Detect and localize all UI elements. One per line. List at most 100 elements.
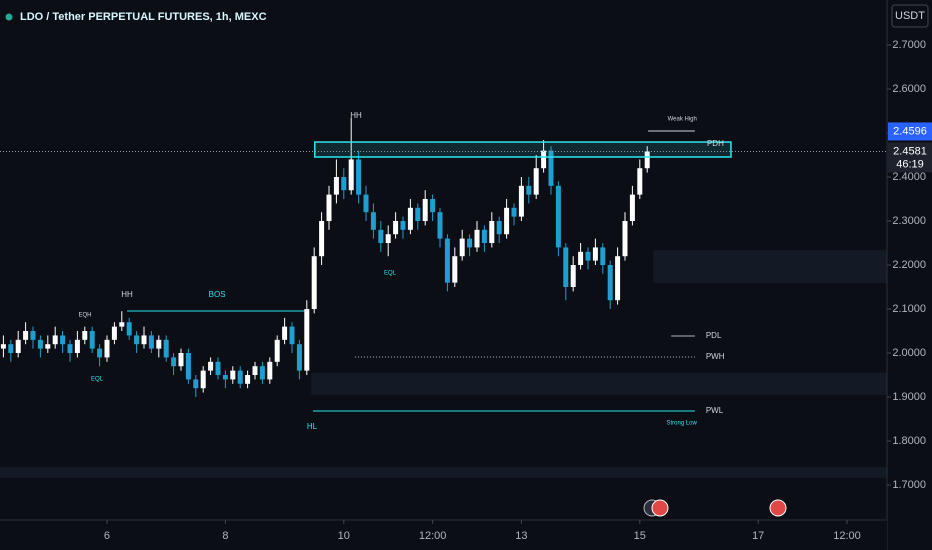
candle-body xyxy=(252,366,258,376)
candle-body xyxy=(245,375,251,384)
candle-body xyxy=(622,221,628,257)
candle-body xyxy=(615,256,621,301)
alert-price-tag xyxy=(888,122,932,141)
candle-body xyxy=(200,370,206,389)
candle-body xyxy=(341,177,347,191)
currency-button[interactable] xyxy=(891,4,929,28)
candle-body xyxy=(452,256,458,283)
candle-body xyxy=(89,331,95,349)
time-axis xyxy=(0,520,887,550)
candle-body xyxy=(237,370,243,384)
x-tick-label: 6 xyxy=(104,530,110,542)
supply-zone xyxy=(314,141,732,158)
y-tick-label: 1.9000 xyxy=(892,391,926,403)
point-label: HH xyxy=(350,111,362,120)
candle-body xyxy=(326,194,332,222)
event-icon-flag[interactable] xyxy=(769,499,787,517)
candle-body xyxy=(348,159,354,191)
y-tick-label: 2.6000 xyxy=(892,83,926,95)
candle-body xyxy=(274,339,280,362)
level-label: PWL xyxy=(706,406,724,415)
shaded-zone xyxy=(653,250,887,284)
level-label: PWH xyxy=(706,352,725,361)
candle-body xyxy=(52,335,58,345)
candle-body xyxy=(97,348,103,358)
point-label: EQL xyxy=(91,377,104,383)
candle-body xyxy=(171,357,177,367)
candle-body xyxy=(459,238,465,257)
level-label: PDL xyxy=(706,331,722,340)
candle-body xyxy=(511,207,517,217)
x-tick-label: 10 xyxy=(338,530,350,542)
candle-body xyxy=(311,256,317,310)
event-icon[interactable] xyxy=(643,499,669,517)
currency-label: USDT xyxy=(895,10,925,22)
candle-body xyxy=(356,159,362,195)
chart-title: LDO / Tether PERPETUAL FUTURES, 1h, MEXC xyxy=(20,11,267,23)
candle-body xyxy=(156,339,162,349)
point-label: HH xyxy=(121,290,133,299)
candle-body xyxy=(0,344,6,349)
x-tick-label: 12:00 xyxy=(833,530,861,542)
candle-body xyxy=(208,361,214,371)
candle-body xyxy=(518,185,524,217)
candle-body xyxy=(548,150,554,186)
candle-body xyxy=(30,331,36,340)
candle-body xyxy=(585,251,591,261)
countdown-label: 46:19 xyxy=(896,158,924,170)
y-tick-label: 2.3000 xyxy=(892,215,926,227)
candle-body xyxy=(570,265,576,288)
alert-price-label: 2.4596 xyxy=(893,125,927,137)
candle-body xyxy=(141,335,147,345)
candle-body xyxy=(45,344,51,349)
candle-body xyxy=(222,375,228,380)
candle-body xyxy=(430,199,436,213)
candle-body xyxy=(215,361,221,376)
candle-body xyxy=(563,247,569,288)
point-label: HL xyxy=(307,422,318,431)
candle-body xyxy=(578,251,584,266)
candle-body xyxy=(267,361,273,380)
x-tick-label: 12:00 xyxy=(419,530,447,542)
candle-body xyxy=(126,322,132,336)
candle-body xyxy=(8,344,14,354)
candle-body xyxy=(230,370,236,380)
candle-body xyxy=(134,335,140,345)
candle-body xyxy=(282,326,288,340)
level-note: Strong Low xyxy=(666,421,697,427)
candle-body xyxy=(296,344,302,371)
candle-body xyxy=(526,185,532,195)
point-label: EQL xyxy=(384,271,397,277)
candle-body xyxy=(60,335,66,345)
event-icon-flag xyxy=(651,499,669,517)
y-tick-label: 1.7000 xyxy=(892,479,926,491)
candle-body xyxy=(637,168,643,195)
candle-body xyxy=(415,207,421,222)
x-tick-label: 8 xyxy=(222,530,228,542)
x-tick-label: 13 xyxy=(515,530,527,542)
plot-area: BOS PWH PDL PWL Strong Low Weak High PDH HH HH EQ… xyxy=(0,111,887,478)
y-tick-label: 2.4000 xyxy=(892,171,926,183)
candle-body xyxy=(496,221,502,235)
candle-body xyxy=(422,199,428,222)
candle-body xyxy=(607,265,613,301)
candle-body xyxy=(533,168,539,195)
y-tick-label: 2.1000 xyxy=(892,303,926,315)
candle-body xyxy=(289,326,295,345)
candle-body xyxy=(74,339,80,354)
candle-body xyxy=(333,177,339,195)
candle-body xyxy=(600,247,606,266)
supply-zone-label: PDH xyxy=(707,139,724,148)
candle-body xyxy=(437,212,443,239)
candle-body xyxy=(259,366,265,380)
candle-body xyxy=(444,238,450,283)
candle-body xyxy=(185,353,191,380)
candle-body xyxy=(400,221,406,230)
shaded-zone xyxy=(0,466,887,478)
y-tick-label: 1.8000 xyxy=(892,435,926,447)
candle-body xyxy=(481,229,487,244)
y-tick-label: 2.7000 xyxy=(892,39,926,51)
candle-body xyxy=(82,331,88,340)
candle-body xyxy=(119,322,125,327)
